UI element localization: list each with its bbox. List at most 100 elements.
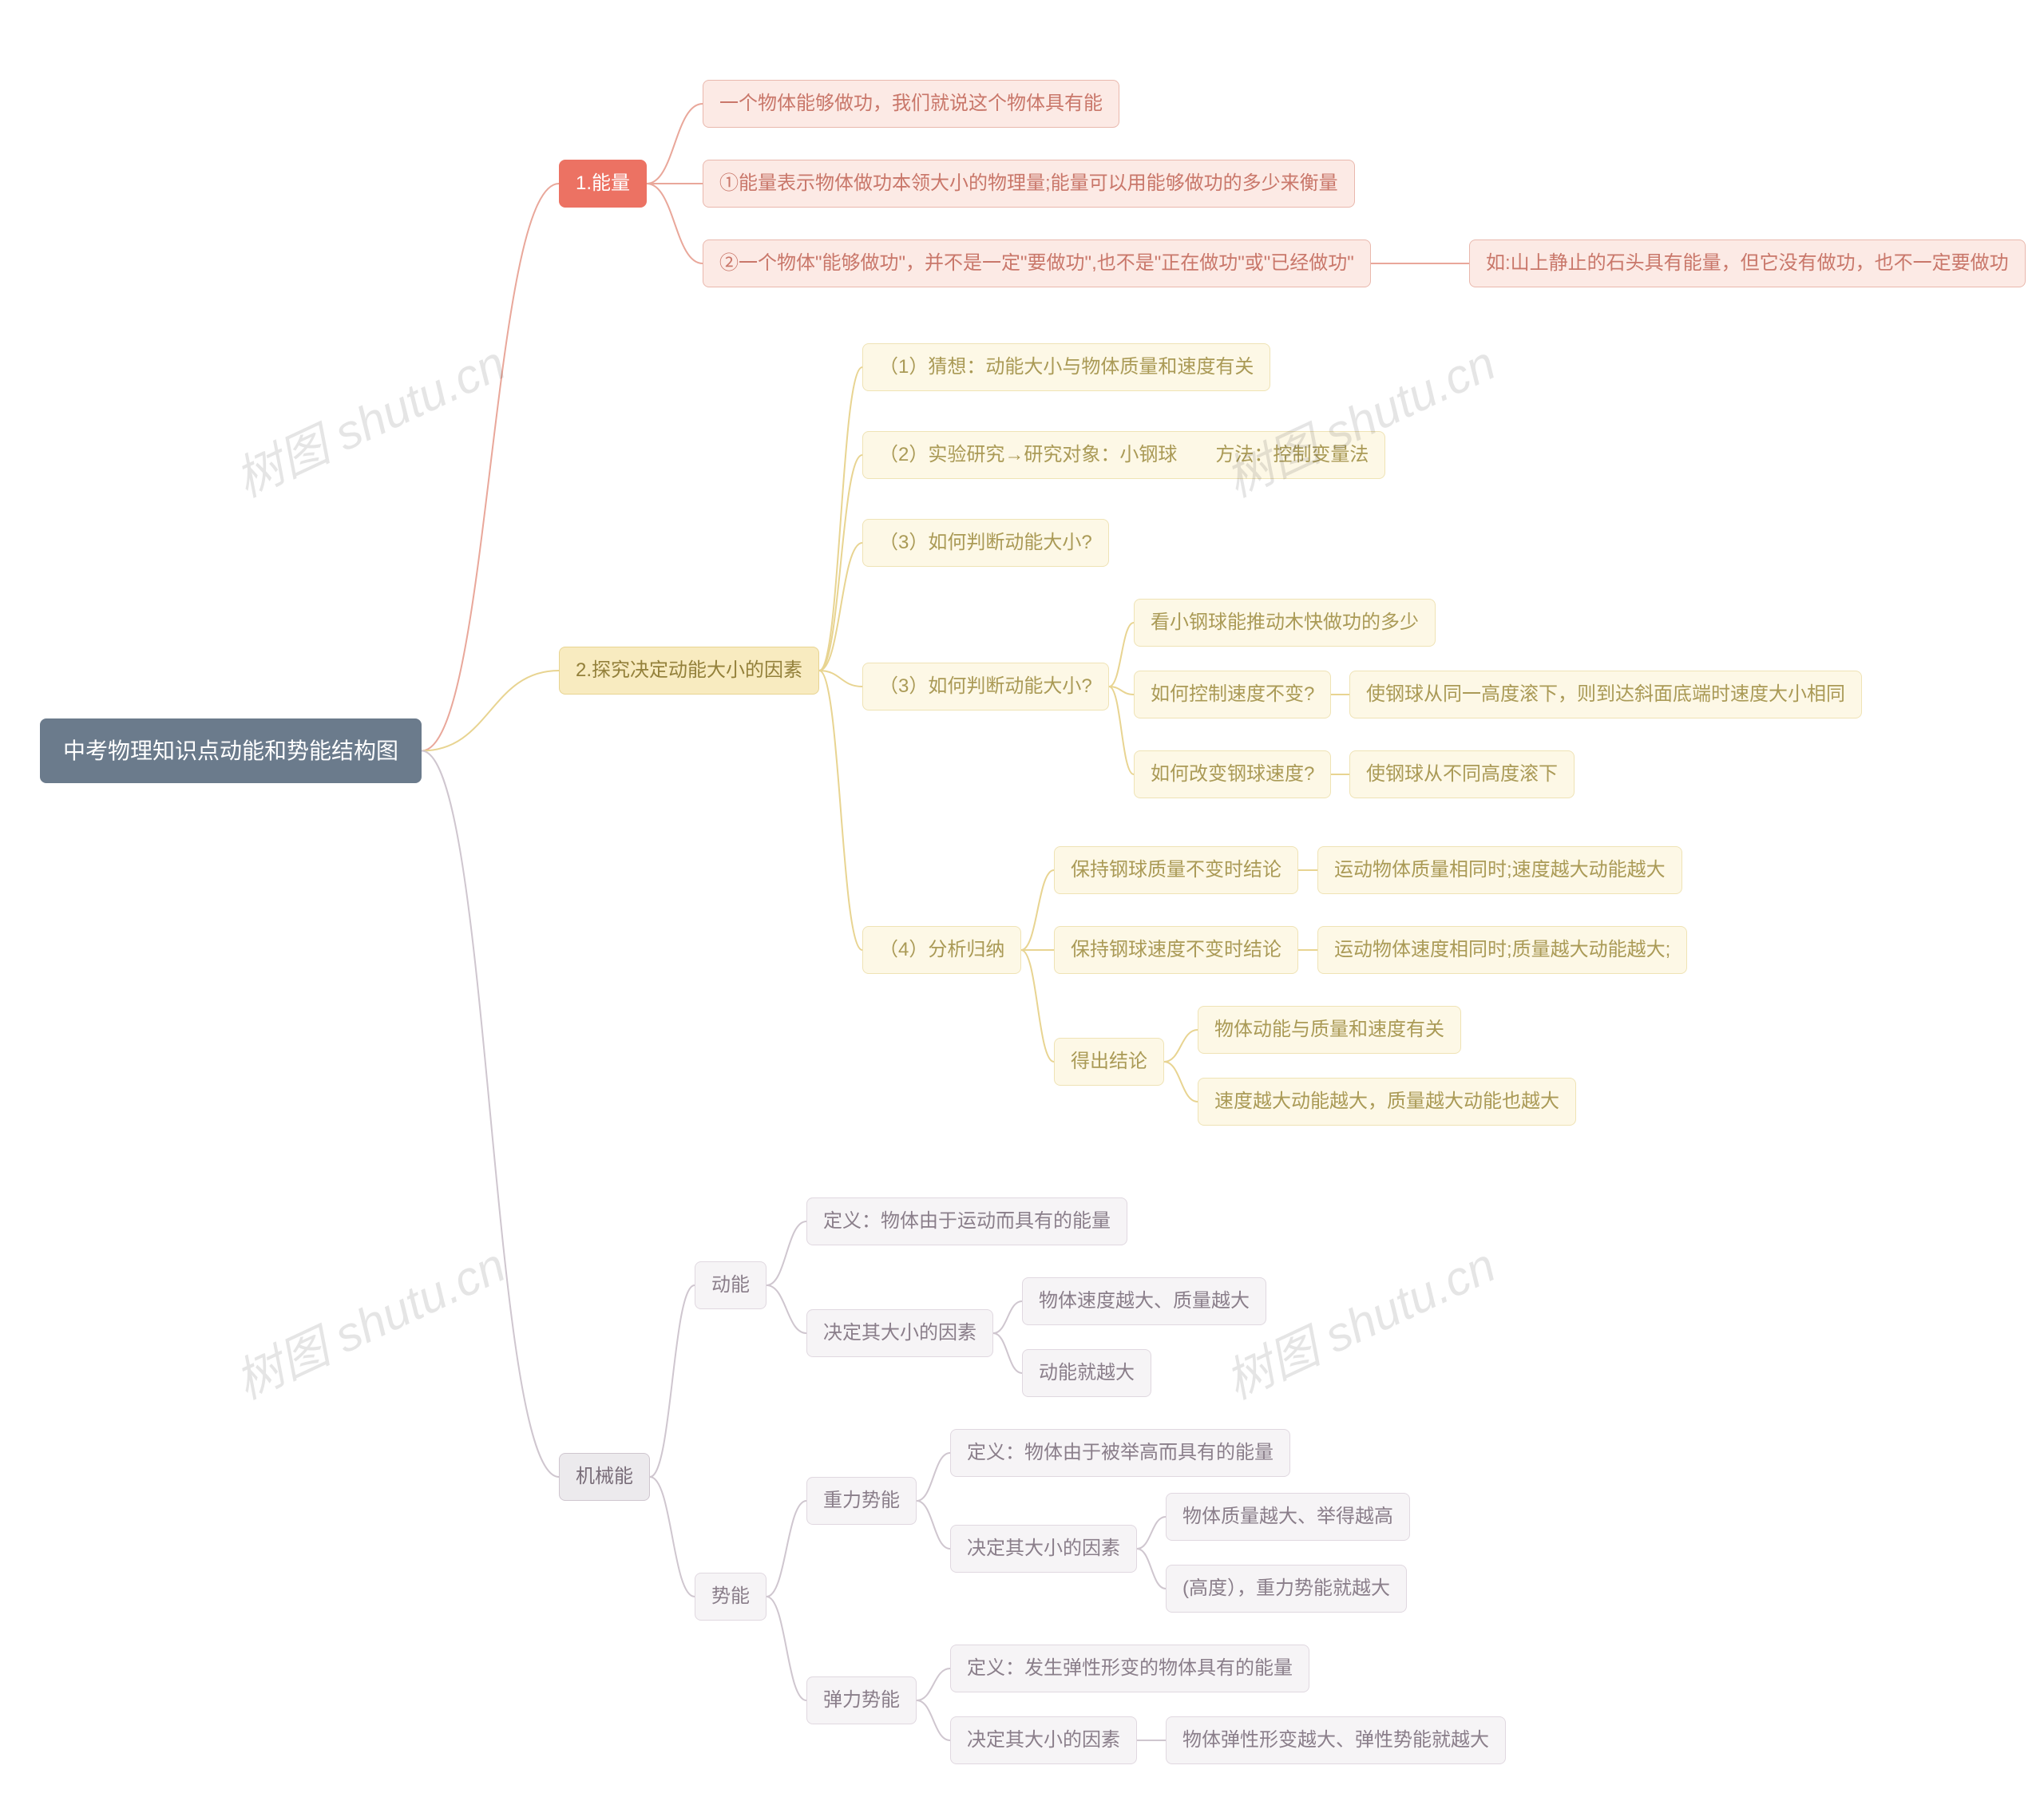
node-label: 一个物体能够做功，我们就说这个物体具有能 [719,93,1103,114]
mindmap-node[interactable]: 决定其大小的因素 [950,1525,1137,1573]
connector [1109,687,1134,774]
connector [1021,950,1054,1062]
mindmap-node[interactable]: 使钢球从不同高度滚下 [1349,750,1575,798]
connector [993,1333,1022,1373]
node-label: 物体弹性形变越大、弹性势能就越大 [1182,1729,1489,1751]
node-label: 物体速度越大、质量越大 [1039,1290,1250,1312]
mindmap-node[interactable]: 物体动能与质量和速度有关 [1198,1006,1461,1054]
mindmap-node[interactable]: 机械能 [559,1453,650,1501]
connector [766,1501,806,1597]
node-label: 定义：发生弹性形变的物体具有的能量 [967,1657,1293,1679]
node-label: （1）猜想：动能大小与物体质量和速度有关 [879,356,1254,378]
node-label: 2.探究决定动能大小的因素 [576,659,802,681]
connector [422,751,559,1478]
mindmap-node[interactable]: 势能 [695,1573,766,1621]
mindmap-node[interactable]: 定义：物体由于运动而具有的能量 [806,1197,1127,1245]
node-label: 弹力势能 [823,1689,900,1711]
mindmap-node[interactable]: （3）如何判断动能大小? [862,519,1109,567]
mindmap-node[interactable]: 动能就越大 [1022,1349,1151,1397]
connector [1021,870,1054,950]
node-label: (高度），重力势能就越大 [1182,1577,1390,1599]
node-label: 速度越大动能越大，质量越大动能也越大 [1214,1090,1559,1112]
connector [819,367,862,671]
node-label: 保持钢球质量不变时结论 [1071,859,1281,881]
node-label: 决定其大小的因素 [967,1729,1120,1751]
mindmap-node[interactable]: 如何改变钢球速度? [1134,750,1331,798]
node-label: 保持钢球速度不变时结论 [1071,939,1281,960]
mindmap-node[interactable]: 运动物体质量相同时;速度越大动能越大 [1317,846,1682,894]
connector [1164,1062,1198,1102]
node-label: （2）实验研究→研究对象：小钢球 方法：控制变量法 [879,444,1369,465]
connector [650,1477,695,1597]
mindmap-node[interactable]: （1）猜想：动能大小与物体质量和速度有关 [862,343,1270,391]
node-label: 物体动能与质量和速度有关 [1214,1019,1444,1040]
node-label: 使钢球从同一高度滚下，则到达斜面底端时速度大小相同 [1366,683,1845,705]
mindmap-node[interactable]: 一个物体能够做功，我们就说这个物体具有能 [703,80,1119,128]
mindmap-node[interactable]: 动能 [695,1261,766,1309]
node-label: 中考物理知识点动能和势能结构图 [63,738,398,763]
node-label: 看小钢球能推动木快做功的多少 [1151,612,1419,633]
mindmap-node[interactable]: 如何控制速度不变? [1134,671,1331,718]
node-label: 如:山上静止的石头具有能量，但它没有做功，也不一定要做功 [1486,252,2009,274]
mindmap-node[interactable]: 速度越大动能越大，质量越大动能也越大 [1198,1078,1576,1126]
connector [647,184,703,263]
mindmap-node[interactable]: 物体质量越大、举得越高 [1166,1493,1410,1541]
connector [766,1221,806,1285]
connector [766,1597,806,1700]
mindmap-node[interactable]: 保持钢球质量不变时结论 [1054,846,1298,894]
connector [993,1301,1022,1333]
mindmap-node[interactable]: 运动物体速度相同时;质量越大动能越大; [1317,926,1687,974]
mindmap-node[interactable]: 保持钢球速度不变时结论 [1054,926,1298,974]
mindmap-node[interactable]: 物体弹性形变越大、弹性势能就越大 [1166,1716,1506,1764]
connector [1164,1030,1198,1062]
mindmap-node[interactable]: 定义：发生弹性形变的物体具有的能量 [950,1645,1309,1692]
node-label: 1.能量 [576,172,630,194]
mindmap-node[interactable]: (高度），重力势能就越大 [1166,1565,1407,1613]
mindmap-node[interactable]: 定义：物体由于被举高而具有的能量 [950,1429,1290,1477]
node-label: 决定其大小的因素 [967,1538,1120,1559]
node-label: 动能就越大 [1039,1362,1135,1383]
connector [650,1285,695,1477]
mindmap-node[interactable]: （3）如何判断动能大小? [862,663,1109,711]
node-label: 机械能 [576,1466,633,1487]
mindmap-node[interactable]: 重力势能 [806,1477,917,1525]
mindmap-node[interactable]: 决定其大小的因素 [950,1716,1137,1764]
mindmap-node[interactable]: 1.能量 [559,160,647,208]
mindmap-node[interactable]: 看小钢球能推动木快做功的多少 [1134,599,1436,647]
node-label: 运动物体质量相同时;速度越大动能越大 [1334,859,1666,881]
connector [917,1700,950,1740]
node-label: 重力势能 [823,1490,900,1511]
node-label: 使钢球从不同高度滚下 [1366,763,1558,785]
mindmap-node[interactable]: 2.探究决定动能大小的因素 [559,647,819,695]
node-label: ②一个物体"能够做功"，并不是一定"要做功",也不是"正在做功"或"已经做功" [719,252,1354,274]
connector [1137,1517,1166,1549]
connector [917,1501,950,1549]
mindmap-node[interactable]: （2）实验研究→研究对象：小钢球 方法：控制变量法 [862,431,1385,479]
node-label: 得出结论 [1071,1051,1147,1072]
node-label: （3）如何判断动能大小? [879,532,1092,553]
mindmap-node[interactable]: 物体速度越大、质量越大 [1022,1277,1266,1325]
node-label: （4）分析归纳 [879,939,1004,960]
mindmap-node[interactable]: （4）分析归纳 [862,926,1021,974]
mindmap-node[interactable]: 弹力势能 [806,1676,917,1724]
mindmap-node[interactable]: ②一个物体"能够做功"，并不是一定"要做功",也不是"正在做功"或"已经做功" [703,239,1371,287]
connector [1109,623,1134,687]
mindmap-node[interactable]: 中考物理知识点动能和势能结构图 [40,718,422,783]
connector [1137,1549,1166,1589]
connector [917,1668,950,1700]
mindmap-node[interactable]: ①能量表示物体做功本领大小的物理量;能量可以用能够做功的多少来衡量 [703,160,1355,208]
mindmap-node[interactable]: 使钢球从同一高度滚下，则到达斜面底端时速度大小相同 [1349,671,1862,718]
node-label: 运动物体速度相同时;质量越大动能越大; [1334,939,1670,960]
node-label: 如何改变钢球速度? [1151,763,1314,785]
node-label: 定义：物体由于被举高而具有的能量 [967,1442,1274,1463]
connector [917,1453,950,1501]
mindmap-node[interactable]: 得出结论 [1054,1038,1164,1086]
node-label: 势能 [711,1585,750,1607]
mindmap-node[interactable]: 如:山上静止的石头具有能量，但它没有做功，也不一定要做功 [1469,239,2026,287]
connector [819,455,862,671]
node-label: ①能量表示物体做功本领大小的物理量;能量可以用能够做功的多少来衡量 [719,172,1338,194]
mindmap-node[interactable]: 决定其大小的因素 [806,1309,993,1357]
node-label: 物体质量越大、举得越高 [1182,1506,1393,1527]
connector [647,104,703,184]
connector [422,671,559,751]
